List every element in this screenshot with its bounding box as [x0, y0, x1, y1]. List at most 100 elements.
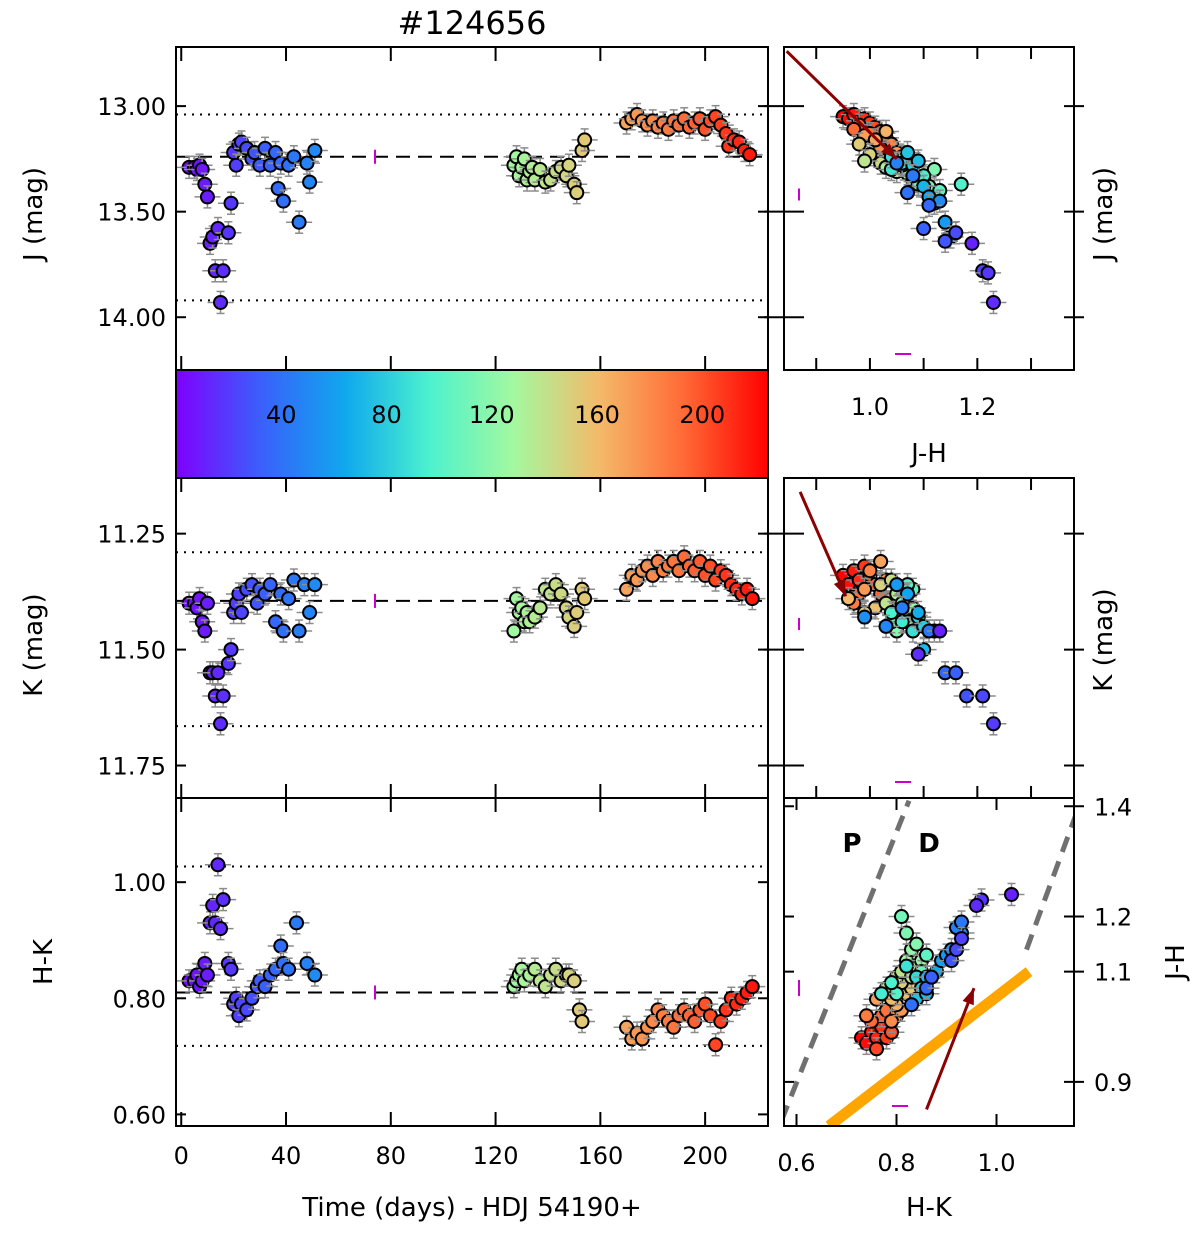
data-point-marker [299, 155, 315, 171]
data-point-marker [744, 591, 760, 607]
data-point-marker [307, 142, 323, 158]
data-point-marker [275, 193, 291, 209]
data-point-marker [921, 197, 937, 213]
data-point [905, 642, 932, 666]
ccd-ylabel: J-H [1161, 944, 1191, 982]
data-point [883, 572, 910, 597]
data-point-marker [213, 294, 229, 310]
data-point-marker [1004, 886, 1019, 902]
panel-cmd-j: 1.0 1.2 J-H J (mag) [764, 46, 1119, 469]
data-point-marker [199, 967, 215, 983]
data-point-marker [215, 688, 231, 704]
y-tick-label: 0.80 [113, 985, 166, 1013]
data-point-marker [904, 997, 919, 1013]
data-point-marker [291, 214, 307, 230]
x-tick-label: 0.8 [877, 1149, 915, 1177]
y-tick-label: 1.00 [113, 869, 166, 897]
data-point-marker [857, 153, 873, 169]
data-point [280, 145, 307, 169]
data-point-marker [916, 221, 932, 237]
data-point [194, 185, 221, 209]
data-point-marker [569, 185, 585, 201]
data-point [207, 712, 234, 736]
data-point-marker [286, 149, 302, 165]
data-point-marker [894, 909, 909, 925]
extinction-arrow [798, 491, 848, 597]
panel-ccd: 0.6 0.8 1.0 0.9 1.1 1.2 1.4 P D H-K J-H [777, 793, 1191, 1223]
panel-time-k: 11.25 11.50 11.75 K (mag) [19, 477, 769, 799]
data-point-marker [569, 604, 585, 620]
cmd-j-frame [783, 46, 1075, 371]
data-point [257, 572, 284, 597]
data-point-marker [985, 716, 1001, 732]
data-point [204, 853, 231, 877]
figure-title: #124656 [398, 4, 547, 42]
data-point-marker [924, 969, 939, 985]
data-point-marker [969, 897, 984, 913]
colorbar-tick-label: 80 [371, 401, 402, 429]
y-tick-label: 1.2 [1094, 904, 1132, 932]
data-point-marker [262, 577, 278, 593]
data-point [868, 981, 895, 1006]
data-point-marker [910, 604, 926, 620]
data-point [210, 684, 237, 708]
data-point-marker [919, 947, 934, 963]
data-point-marker [980, 265, 996, 281]
colorbar-tick-label: 200 [679, 401, 725, 429]
y-tick-label: 13.50 [97, 199, 166, 227]
time-k-data [176, 545, 768, 736]
data-point-marker [900, 185, 916, 201]
data-point [262, 610, 289, 634]
cmd-k-ticks [764, 478, 1084, 798]
data-point [948, 926, 975, 951]
data-point-marker [223, 195, 239, 211]
data-point [942, 661, 969, 685]
y-tick-label: 1.1 [1094, 959, 1132, 987]
time-k-ylabel: K (mag) [19, 593, 49, 696]
time-hk-frame [175, 797, 769, 1127]
extinction-arrow [785, 50, 898, 160]
data-point [569, 1009, 596, 1034]
colorbar-tick-label: 160 [574, 401, 620, 429]
data-point [736, 142, 763, 167]
data-point [958, 231, 985, 256]
data-point [867, 572, 894, 597]
data-point-marker [561, 157, 577, 173]
data-point-marker [954, 931, 969, 947]
x-tick-label: 80 [376, 1142, 407, 1170]
time-j-frame [175, 46, 769, 371]
colorbar: 40 80 120 160 200 [175, 369, 769, 479]
data-point-marker [910, 153, 926, 169]
y-tick-label: 1.4 [1094, 793, 1132, 821]
x-tick-label: 1.0 [977, 1149, 1015, 1177]
data-point-marker [302, 174, 318, 190]
y-tick-label: 11.75 [97, 753, 166, 781]
x-tick-label: 160 [577, 1142, 623, 1170]
data-point [851, 149, 878, 173]
data-point [301, 572, 328, 597]
x-tick-label: 1.0 [851, 393, 889, 421]
data-point [223, 153, 250, 177]
data-point-marker [291, 623, 307, 639]
data-point [561, 969, 588, 993]
data-point [563, 600, 590, 625]
data-point [194, 963, 221, 987]
data-point-marker [857, 609, 873, 625]
data-point-marker [910, 646, 926, 662]
data-point [888, 904, 915, 929]
data-point-marker [937, 214, 953, 230]
colorbar-tick-label: 120 [469, 401, 515, 429]
data-point-marker [577, 132, 593, 148]
time-hk-data [176, 853, 768, 1057]
data-point [975, 261, 1002, 285]
data-point [275, 586, 302, 611]
time-j-ticks: 13.00 13.50 14.00 [97, 47, 768, 370]
data-point-marker [878, 618, 894, 634]
data-point [275, 957, 302, 982]
data-point [899, 164, 926, 188]
y-tick-label: 11.25 [97, 521, 166, 549]
data-point-marker [900, 586, 916, 602]
data-point [980, 290, 1007, 315]
data-point [270, 619, 297, 643]
data-point [963, 893, 990, 918]
